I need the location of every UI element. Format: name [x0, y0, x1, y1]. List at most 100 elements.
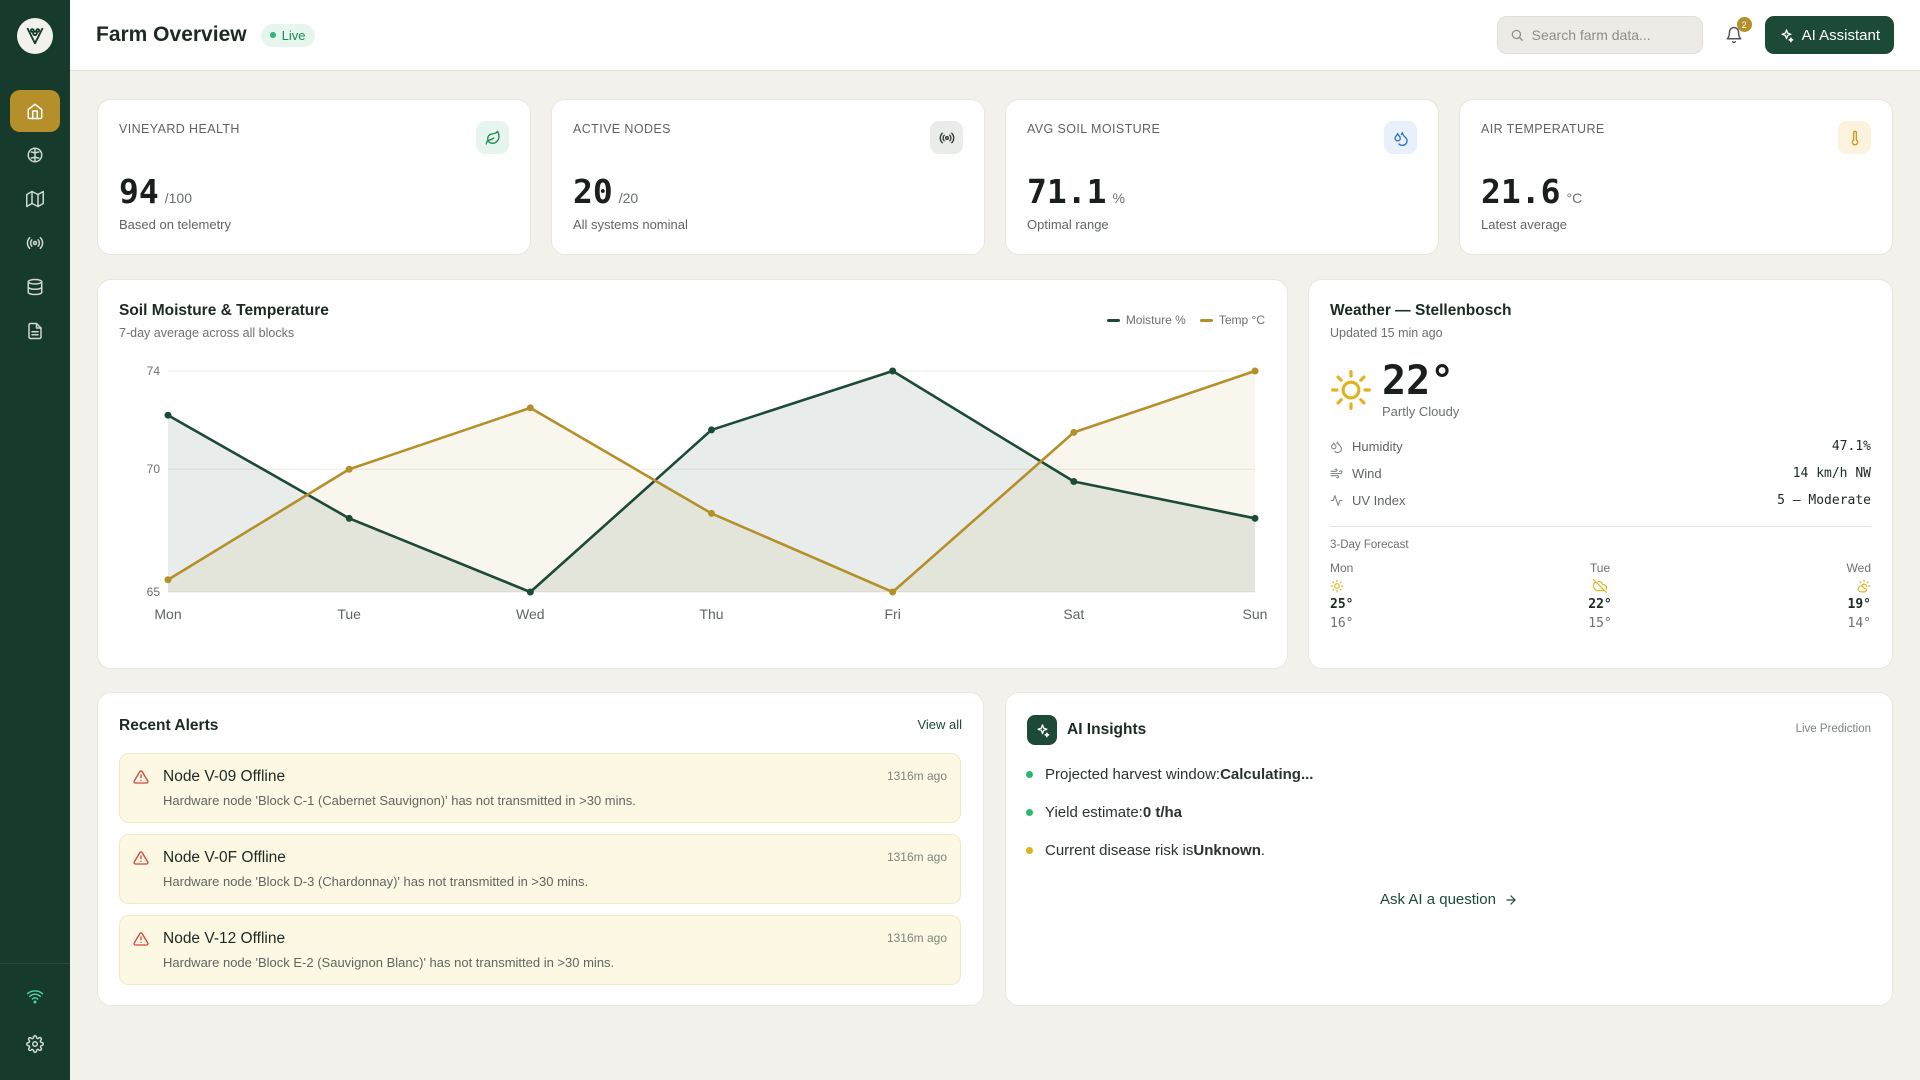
data-point [1070, 428, 1078, 436]
header-actions: 2 AI Assistant [1496, 16, 1894, 54]
insight-text: Current disease risk is [1045, 841, 1194, 859]
weather-row-label: Wind [1352, 466, 1382, 481]
sidebar-item-reports[interactable] [10, 310, 60, 352]
weather-row-value: 47.1% [1831, 439, 1871, 454]
alert-title: Node V-09 Offline [163, 768, 286, 785]
alert-time: 1316m ago [886, 769, 947, 783]
ai-insights-title: AI Insights [1067, 721, 1147, 738]
ask-ai-button[interactable]: Ask AI a question [1380, 891, 1518, 908]
current-temp: 22° [1382, 358, 1455, 404]
view-all-alerts-link[interactable]: View all [917, 717, 962, 732]
forecast-title: 3-Day Forecast [1330, 539, 1409, 551]
stat-label: Active Nodes [573, 122, 671, 136]
ai-assistant-button[interactable]: AI Assistant [1764, 16, 1894, 54]
search-icon [1511, 29, 1523, 41]
x-tick-label: Sat [1063, 606, 1084, 622]
sidebar-item-nodes[interactable] [10, 222, 60, 264]
chart-subtitle: 7-day average across all blocks [119, 326, 295, 340]
stat-number: 71.1 [1027, 172, 1107, 211]
stat-value: 20 /20 [573, 172, 638, 211]
arrow-right-icon [1506, 894, 1516, 905]
sun-icon [1330, 579, 1344, 593]
map-icon [26, 190, 44, 208]
stat-subtext: Optimal range [1027, 217, 1109, 232]
droplets-icon [1384, 121, 1417, 154]
weather-row-value: 5 — Moderate [1777, 493, 1871, 508]
live-badge-label: Live [281, 27, 306, 43]
data-point [526, 404, 534, 412]
insight-text: Yield estimate: [1045, 803, 1143, 821]
forecast-day-label: Tue [1589, 561, 1611, 575]
line-chart: 74 70 65 Mon Tue Wed Thu Fri Sat Sun [147, 364, 1268, 622]
x-tick-label: Mon [154, 606, 181, 622]
bell-icon [1726, 26, 1742, 44]
sidebar-item-connection[interactable] [10, 978, 60, 1014]
current-condition: Partly Cloudy [1382, 404, 1460, 419]
legend-item-moisture: Moisture % [1106, 313, 1186, 327]
weather-row-wind: Wind 14 km/h NW [1330, 460, 1871, 487]
forecast-low: 15° [1588, 616, 1612, 631]
weather-details: Humidity 47.1% Wind 14 km/h NW UV Index … [1330, 433, 1871, 514]
weather-row-value: 14 km/h NW [1792, 466, 1871, 481]
data-point [708, 509, 715, 517]
live-status-badge: Live [260, 23, 316, 47]
forecast-section: 3-Day Forecast Mon 25° 16° Tue 22° 15° W… [1330, 526, 1871, 631]
stat-unit: /20 [618, 190, 639, 206]
forecast-high: 19° [1847, 597, 1871, 612]
alert-item[interactable]: Node V-09 Offline Hardware node 'Block C… [119, 753, 961, 823]
sidebar-item-ai[interactable] [10, 134, 60, 176]
notifications-button[interactable]: 2 [1721, 17, 1752, 48]
stat-subtext: Latest average [1481, 217, 1568, 232]
forecast-high: 25° [1330, 597, 1354, 612]
leaf-icon [476, 121, 509, 154]
sidebar-bottom [0, 963, 70, 1080]
insight-value: Unknown [1193, 841, 1261, 859]
insight-suffix: . [1260, 841, 1266, 859]
alert-title: Node V-12 Offline [163, 930, 286, 947]
stat-label: Air Temperature [1481, 122, 1605, 136]
stat-unit: /100 [164, 190, 192, 206]
gear-icon [26, 1035, 44, 1053]
y-tick-label: 65 [147, 585, 161, 599]
search-input[interactable] [1531, 27, 1682, 43]
insight-item: Projected harvest window: Calculating... [1026, 755, 1871, 793]
data-point [1251, 514, 1259, 522]
insight-text: Projected harvest window: [1045, 765, 1221, 783]
stat-unit: % [1112, 190, 1125, 206]
x-tick-label: Fri [885, 606, 901, 622]
sidebar [0, 0, 70, 1080]
search-box[interactable] [1496, 16, 1703, 54]
thermometer-icon [1838, 121, 1871, 154]
x-tick-label: Sun [1243, 606, 1268, 622]
sparkles-icon [1027, 715, 1057, 745]
forecast-day-label: Mon [1330, 561, 1354, 575]
sparkles-icon [1781, 28, 1793, 42]
stat-value: 94 /100 [119, 172, 192, 211]
sidebar-item-map[interactable] [10, 178, 60, 220]
data-point [345, 465, 353, 473]
x-tick-label: Tue [337, 606, 361, 622]
data-point [526, 588, 534, 596]
data-point [708, 426, 715, 434]
current-weather: 22° Partly Cloudy [1330, 360, 1871, 419]
stat-card-soil-moisture: Avg Soil Moisture 71.1 % Optimal range [1005, 99, 1439, 255]
alert-item[interactable]: Node V-12 Offline Hardware node 'Block E… [119, 915, 961, 985]
stat-subtext: Based on telemetry [119, 217, 232, 232]
vineyard-logo-icon[interactable] [17, 18, 53, 54]
stat-card-vineyard-health: Vineyard Health 94 /100 Based on telemet… [97, 99, 531, 255]
forecast-day: Mon 25° 16° [1330, 561, 1353, 631]
sidebar-item-settings[interactable] [10, 1026, 60, 1062]
data-point [889, 367, 897, 375]
live-dot-icon [269, 32, 276, 38]
sidebar-item-data[interactable] [10, 266, 60, 308]
sidebar-item-home[interactable] [10, 90, 60, 132]
alert-item[interactable]: Node V-0F Offline Hardware node 'Block D… [119, 834, 961, 904]
alert-time: 1316m ago [886, 850, 947, 864]
stat-number: 20 [573, 172, 613, 211]
brain-icon [27, 147, 43, 163]
forecast-low: 16° [1330, 616, 1354, 631]
ai-assistant-label: AI Assistant [1801, 26, 1880, 44]
page-title: Farm Overview [96, 23, 247, 46]
x-tick-label: Thu [699, 606, 723, 622]
weather-row-humidity: Humidity 47.1% [1330, 433, 1871, 460]
